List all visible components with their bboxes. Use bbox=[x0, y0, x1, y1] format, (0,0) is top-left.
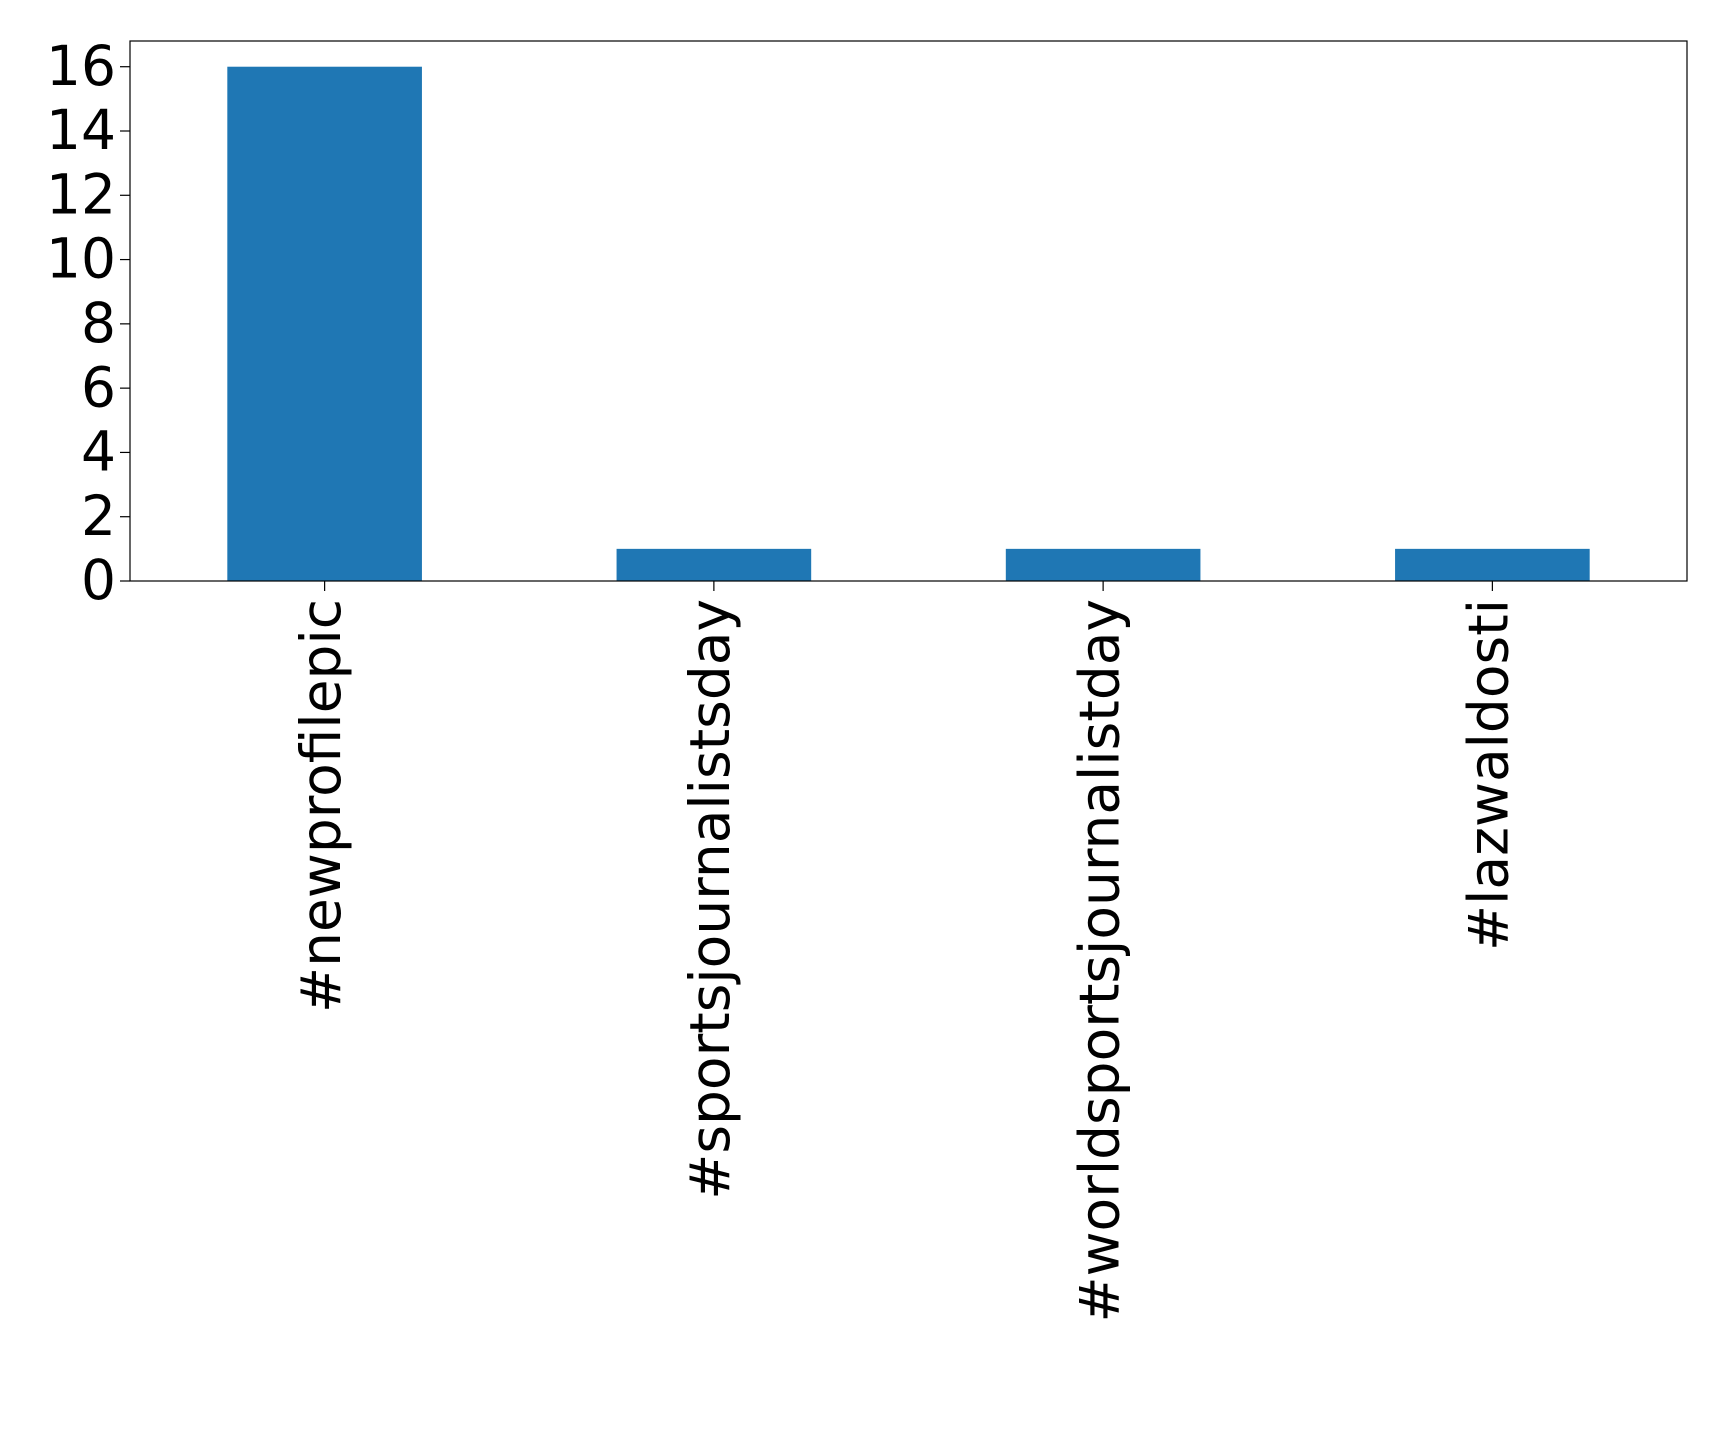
y-tick-label: 2 bbox=[81, 484, 116, 548]
y-tick-label: 0 bbox=[81, 548, 116, 612]
y-tick-label: 6 bbox=[81, 355, 116, 419]
x-tick-label: #sportsjournalistsday bbox=[678, 599, 742, 1200]
bar bbox=[1395, 548, 1590, 581]
y-tick-label: 12 bbox=[46, 162, 116, 226]
y-tick-label: 16 bbox=[46, 34, 116, 98]
x-tick-label: #lazwaldosti bbox=[1457, 599, 1521, 951]
y-tick-label: 10 bbox=[46, 227, 116, 291]
x-tick-label: #newprofilepic bbox=[289, 599, 353, 1013]
bar bbox=[1005, 548, 1201, 581]
y-tick-label: 14 bbox=[46, 98, 116, 162]
x-tick-label: #worldsportsjournalistday bbox=[1067, 599, 1131, 1323]
plot-frame bbox=[129, 40, 1688, 582]
bar bbox=[227, 66, 422, 581]
y-tick-label: 8 bbox=[81, 291, 116, 355]
bar bbox=[616, 548, 812, 581]
y-tick-label: 4 bbox=[81, 420, 116, 484]
